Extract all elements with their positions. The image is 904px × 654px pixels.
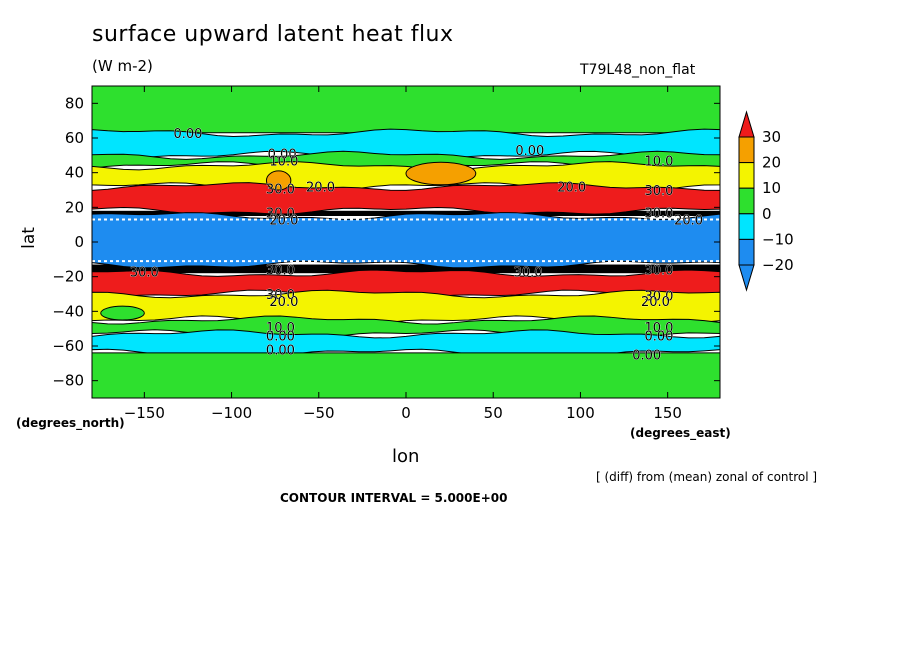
contour-label: 30.0 bbox=[266, 288, 295, 303]
y-tick-label: 60 bbox=[65, 129, 84, 147]
fill-layer bbox=[91, 85, 721, 399]
colorbar-level-label: 20 bbox=[762, 154, 781, 172]
contour-label: 20.0 bbox=[306, 181, 335, 196]
y-tick-label: −80 bbox=[52, 372, 84, 390]
colorbar-segment bbox=[738, 187, 755, 215]
contour-label: 10.0 bbox=[266, 321, 295, 336]
x-tick-label: 0 bbox=[401, 404, 411, 422]
color-band bbox=[91, 212, 721, 269]
x-tick-label: 50 bbox=[484, 404, 503, 422]
colorbar-level-label: −20 bbox=[762, 256, 794, 274]
color-band bbox=[91, 85, 721, 134]
contour-label: 30.0 bbox=[266, 264, 295, 279]
contour-label: 0.00 bbox=[268, 148, 297, 163]
colorbar-segment bbox=[738, 162, 755, 189]
contour-label: 20.0 bbox=[269, 295, 298, 310]
axes-layer: −150 −100 −50 0 50 100 150 80 60 40 20 0 −20 −40 −60 −8… bbox=[52, 86, 720, 422]
contour-label: 0.00 bbox=[266, 343, 295, 358]
contour-label: 20.0 bbox=[557, 181, 586, 196]
contour-label: 20.0 bbox=[641, 295, 670, 310]
contour-label: 10.0 bbox=[644, 321, 673, 336]
chart-units: (W m-2) bbox=[92, 57, 153, 75]
contour-label: 0.00 bbox=[632, 349, 661, 364]
contour-label: 10.0 bbox=[644, 155, 673, 170]
x-axis-units: (degrees_east) bbox=[630, 426, 731, 440]
colorbar-segment bbox=[738, 238, 755, 266]
x-tick-label: 100 bbox=[566, 404, 595, 422]
contour-label: 30.0 bbox=[266, 207, 295, 222]
contour-label: 30.0 bbox=[644, 184, 673, 199]
contour-label: 20.0 bbox=[674, 213, 703, 228]
contour-label: 30.0 bbox=[644, 290, 673, 305]
run-label: T79L48_non_flat bbox=[580, 62, 696, 78]
colorbar-level-label: 30 bbox=[762, 128, 781, 146]
colorbar-segment bbox=[738, 136, 755, 164]
x-tick-label: −50 bbox=[303, 404, 335, 422]
colorbar-level-label: 10 bbox=[762, 179, 781, 197]
contour-label: 0.00 bbox=[644, 330, 673, 345]
colorbar-level-label: 0 bbox=[762, 205, 772, 223]
contour-label: 30.0 bbox=[514, 265, 543, 280]
y-tick-label: 20 bbox=[65, 198, 84, 216]
colorbar-under-arrow bbox=[738, 264, 755, 292]
contour-label: 0.00 bbox=[266, 330, 295, 345]
colorbar-segment bbox=[738, 213, 755, 240]
x-tick-label: −150 bbox=[124, 404, 165, 422]
contour-label: 30.0 bbox=[130, 265, 159, 280]
contour-label: 10.0 bbox=[269, 155, 298, 170]
colorbar-level-label: −10 bbox=[762, 230, 794, 248]
x-tick-label: −100 bbox=[211, 404, 252, 422]
colorbar: 30 20 10 0 −10 −20 bbox=[738, 110, 794, 292]
contour-label: 0.00 bbox=[515, 144, 544, 159]
contour-label: 0.00 bbox=[173, 127, 202, 142]
chart-title: surface upward latent heat flux bbox=[92, 22, 454, 47]
y-tick-label: −60 bbox=[52, 337, 84, 355]
contour-label: 20.0 bbox=[269, 213, 298, 228]
contour-label: 30.0 bbox=[644, 264, 673, 279]
y-tick-label: 80 bbox=[65, 94, 84, 112]
color-patch bbox=[265, 170, 292, 191]
color-band bbox=[91, 352, 721, 399]
colorbar-over-arrow bbox=[738, 110, 755, 138]
y-tick-label: −40 bbox=[52, 302, 84, 320]
difference-note: [ (diff) from (mean) zonal of control ] bbox=[596, 470, 818, 484]
dense-contour-band-south bbox=[92, 264, 720, 274]
color-patch bbox=[405, 161, 477, 186]
y-tick-label: 0 bbox=[74, 233, 84, 251]
contour-label: 30.0 bbox=[266, 182, 295, 197]
x-axis-label: lon bbox=[392, 446, 420, 467]
contour-line-layer bbox=[92, 218, 720, 263]
color-patch bbox=[100, 305, 145, 321]
y-axis-units: (degrees_north) bbox=[16, 416, 125, 430]
contour-interval: CONTOUR INTERVAL = 5.000E+00 bbox=[280, 491, 508, 505]
dense-contour-band-north bbox=[92, 210, 720, 216]
y-tick-label: −20 bbox=[52, 268, 84, 286]
x-tick-label: 150 bbox=[653, 404, 682, 422]
contour-label: 30.0 bbox=[644, 207, 673, 222]
y-tick-label: 40 bbox=[65, 164, 84, 182]
